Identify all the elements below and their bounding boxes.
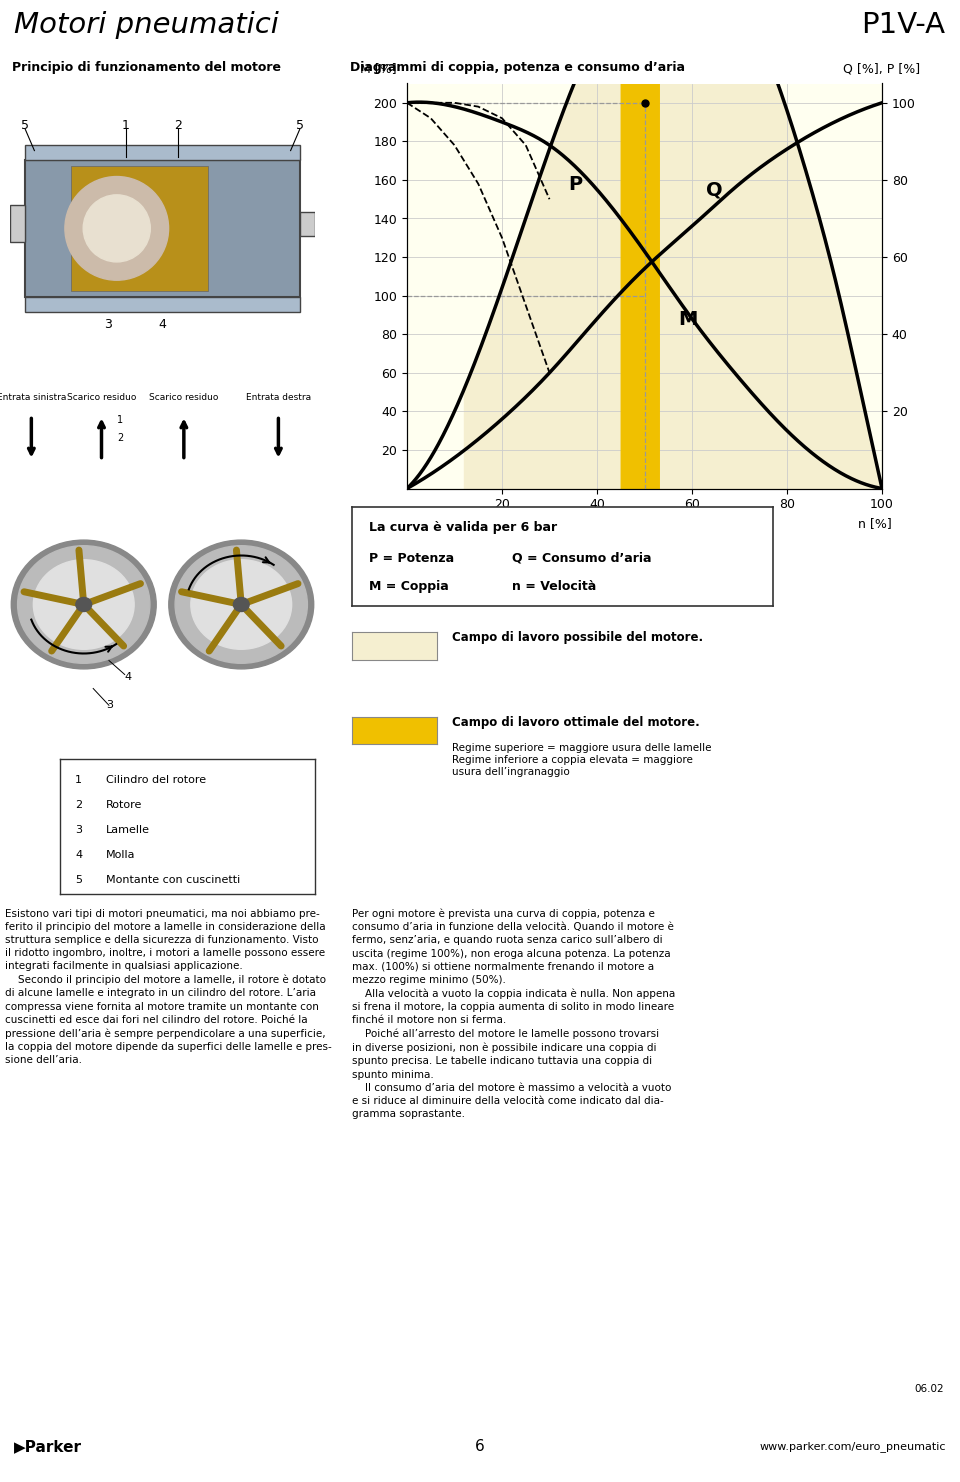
Text: 5: 5 bbox=[296, 119, 303, 132]
Circle shape bbox=[233, 597, 250, 612]
Text: Principio di funzionamento del motore: Principio di funzionamento del motore bbox=[12, 61, 280, 74]
Bar bbox=[25, 160, 300, 296]
Circle shape bbox=[17, 545, 150, 664]
Text: 3: 3 bbox=[75, 824, 83, 834]
Text: Lamelle: Lamelle bbox=[106, 824, 150, 834]
Text: Entrata destra: Entrata destra bbox=[246, 393, 311, 402]
Text: 1: 1 bbox=[122, 119, 130, 132]
Text: 4: 4 bbox=[158, 317, 166, 330]
Text: n = Velocità: n = Velocità bbox=[512, 581, 596, 593]
Circle shape bbox=[34, 560, 134, 649]
Text: P1V-A: P1V-A bbox=[862, 10, 946, 39]
Text: Motori pneumatici: Motori pneumatici bbox=[14, 10, 279, 39]
Text: P: P bbox=[568, 175, 583, 194]
Text: Montante con cuscinetti: Montante con cuscinetti bbox=[106, 874, 240, 885]
Text: Regime superiore = maggiore usura delle lamelle
Regime inferiore a coppia elevat: Regime superiore = maggiore usura delle … bbox=[452, 742, 711, 778]
Text: 06.02: 06.02 bbox=[914, 1384, 944, 1395]
Text: Campo di lavoro possibile del motore.: Campo di lavoro possibile del motore. bbox=[452, 631, 703, 645]
Text: Rotore: Rotore bbox=[106, 800, 142, 809]
Text: 1: 1 bbox=[75, 775, 83, 784]
Text: Per ogni motore è prevista una curva di coppia, potenza e
consumo d’aria in funz: Per ogni motore è prevista una curva di … bbox=[352, 908, 675, 1119]
Text: Scarico residuo: Scarico residuo bbox=[67, 393, 136, 402]
Text: Diagrammi di coppia, potenza e consumo d’aria: Diagrammi di coppia, potenza e consumo d… bbox=[350, 61, 685, 74]
Circle shape bbox=[76, 597, 91, 612]
Text: Q = Consumo d’aria: Q = Consumo d’aria bbox=[512, 551, 652, 565]
Text: Molla: Molla bbox=[106, 849, 135, 860]
Circle shape bbox=[65, 176, 169, 280]
Text: Scarico residuo: Scarico residuo bbox=[149, 393, 219, 402]
Text: 3: 3 bbox=[104, 317, 111, 330]
Text: Entrata sinistra: Entrata sinistra bbox=[0, 393, 66, 402]
Text: M: M bbox=[678, 310, 697, 329]
Circle shape bbox=[169, 539, 314, 668]
Text: M [%]: M [%] bbox=[359, 62, 396, 76]
Bar bbox=[10, 206, 25, 242]
Text: 4: 4 bbox=[125, 673, 132, 682]
Circle shape bbox=[84, 194, 151, 262]
Text: 5: 5 bbox=[75, 874, 83, 885]
Bar bbox=[25, 296, 300, 313]
Text: La curva è valida per 6 bar: La curva è valida per 6 bar bbox=[369, 520, 557, 534]
Text: P = Potenza: P = Potenza bbox=[369, 551, 454, 565]
Text: www.parker.com/euro_pneumatic: www.parker.com/euro_pneumatic bbox=[759, 1441, 946, 1452]
Text: Q: Q bbox=[707, 181, 723, 200]
Text: 6: 6 bbox=[475, 1439, 485, 1454]
Text: 3: 3 bbox=[106, 700, 113, 710]
Circle shape bbox=[191, 560, 292, 649]
Text: n [%]: n [%] bbox=[857, 517, 892, 531]
Text: Esistono vari tipi di motori pneumatici, ma noi abbiamo pre-
ferito il principio: Esistono vari tipi di motori pneumatici,… bbox=[5, 908, 332, 1066]
Text: Campo di lavoro ottimale del motore.: Campo di lavoro ottimale del motore. bbox=[452, 716, 700, 729]
Text: ▶Parker: ▶Parker bbox=[14, 1439, 83, 1454]
Text: Q [%], P [%]: Q [%], P [%] bbox=[843, 62, 920, 76]
Bar bbox=[300, 212, 315, 236]
Text: M = Coppia: M = Coppia bbox=[369, 581, 448, 593]
Text: Cilindro del rotore: Cilindro del rotore bbox=[106, 775, 206, 784]
Text: 2: 2 bbox=[117, 433, 123, 443]
Text: 5: 5 bbox=[21, 119, 29, 132]
Text: 4: 4 bbox=[75, 849, 83, 860]
Text: 1: 1 bbox=[117, 415, 123, 425]
Bar bbox=[71, 166, 208, 290]
Circle shape bbox=[12, 539, 156, 668]
Circle shape bbox=[175, 545, 307, 664]
Text: 2: 2 bbox=[75, 800, 83, 809]
Bar bbox=[25, 145, 300, 160]
Text: 2: 2 bbox=[174, 119, 181, 132]
